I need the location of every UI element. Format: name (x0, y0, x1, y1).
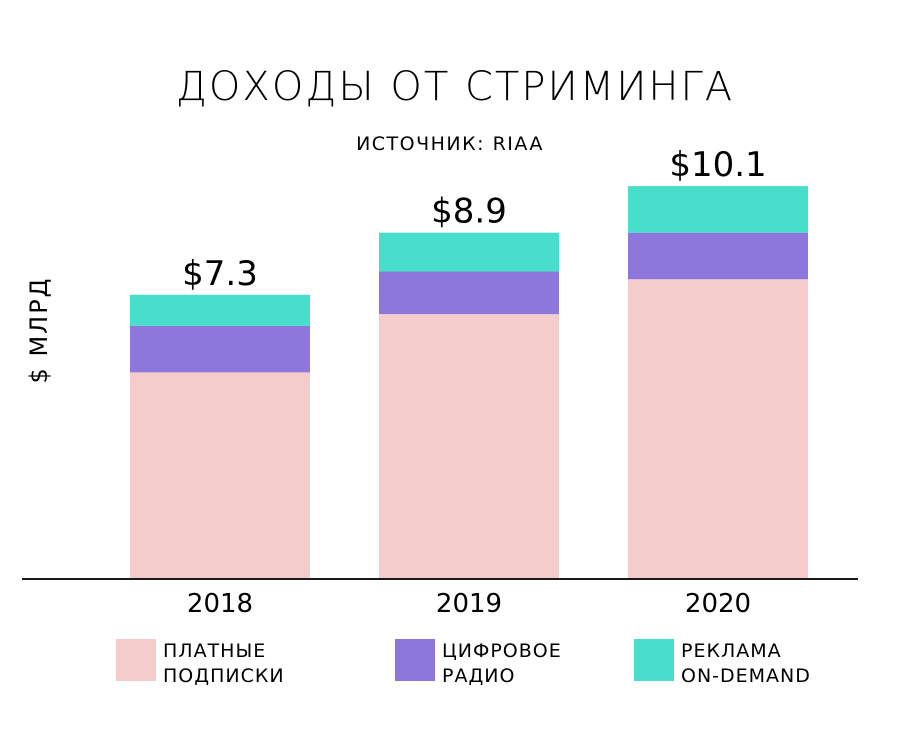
legend-swatch-0 (116, 639, 156, 681)
bar-segment-2020-series-0 (628, 279, 808, 578)
legend-label-0-line-1: ПОДПИСКИ (163, 665, 285, 687)
bar-segment-2018-series-2 (130, 294, 310, 326)
legend: ПЛАТНЫЕ ПОДПИСКИ ЦИФРОВОЕ РАДИО РЕКЛАМА ON-DE… (116, 639, 811, 687)
x-tick-labels-group: 2018 2019 2020 (187, 589, 751, 619)
bar-segment-2020-series-2 (628, 186, 808, 233)
bar-segment-2020-series-1 (628, 232, 808, 280)
bar-segment-2019-series-0 (379, 314, 559, 578)
legend-label-1-line-1: РАДИО (442, 665, 515, 687)
legend-swatch-2 (634, 639, 674, 681)
bar-segment-2018-series-1 (130, 325, 310, 373)
y-axis-label: $ МЛРД (25, 277, 53, 384)
legend-label-2-line-0: РЕКЛАМА (681, 640, 782, 662)
legend-label-0-line-0: ПЛАТНЫЕ (163, 640, 266, 662)
total-label-2018: $7.3 (182, 254, 258, 294)
x-tick-label-2020: 2020 (685, 589, 751, 619)
chart-title: ДОХОДЫ ОТ СТРИМИНГА (176, 64, 734, 110)
x-tick-label-2018: 2018 (187, 589, 253, 619)
x-tick-label-2019: 2019 (436, 589, 502, 619)
bar-segment-2019-series-2 (379, 232, 559, 272)
bar-segment-2019-series-1 (379, 271, 559, 315)
bar-segment-2018-series-0 (130, 372, 310, 578)
legend-label-2-line-1: ON-DEMAND (681, 665, 811, 687)
bars-group (130, 186, 808, 578)
chart-subtitle: ИСТОЧНИК: RIAA (356, 133, 544, 155)
total-labels-group: $7.3 $8.9 $10.1 (182, 145, 767, 294)
legend-label-1-line-0: ЦИФРОВОЕ (442, 640, 562, 662)
total-label-2019: $8.9 (431, 192, 507, 232)
legend-swatch-1 (395, 639, 435, 681)
total-label-2020: $10.1 (669, 145, 766, 185)
